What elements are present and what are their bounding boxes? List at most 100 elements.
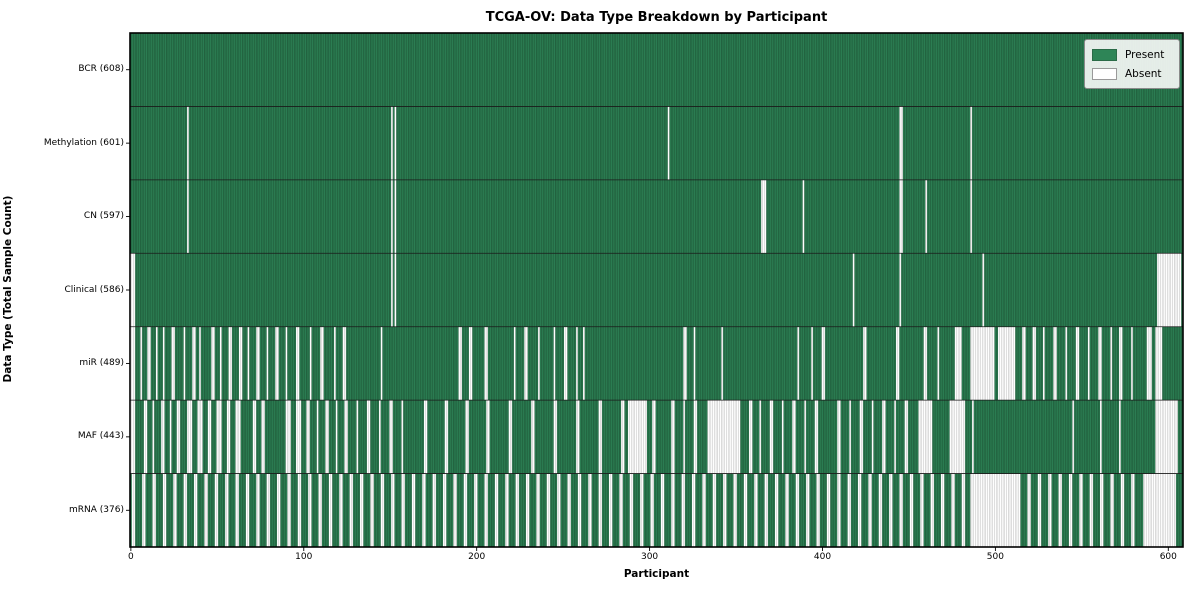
absent-cell-block [671,400,675,474]
row-bars-mir [130,326,1183,401]
absent-cell-block [287,473,291,547]
absent-cell-block [563,326,568,401]
absent-cell-block [391,179,393,254]
absent-cell-block [557,473,561,547]
absent-cell-block [366,400,371,474]
absent-cell-block [660,473,665,547]
absent-cell-block [899,179,903,254]
absent-cell-block [598,400,603,474]
plot-border [129,32,1184,548]
absent-cell-block [781,400,784,474]
absent-cell-block [785,473,789,547]
absent-cell-block [162,473,167,547]
absent-cell-block [937,326,940,401]
absent-cell-block [199,326,201,401]
absent-cell-block [1110,473,1114,547]
absent-cell-block [335,400,338,474]
absent-cell-block [524,326,528,401]
absent-cell-block [804,400,807,474]
absent-cell-block [152,400,155,474]
legend-label: Present [1125,48,1165,61]
absent-cell-block [627,400,647,474]
absent-cell-block [344,400,348,474]
absent-cell-block [142,473,146,547]
legend-swatch-present [1092,48,1117,61]
absent-cell-block [797,326,800,401]
absent-cell-block [1068,473,1073,547]
x-tick-label: 400 [813,552,832,562]
absent-cell-block [169,400,172,474]
absent-cell-block [954,326,962,401]
absent-cell-block [380,326,383,401]
absent-cell-block [1157,253,1182,327]
absent-cell-block [1017,473,1021,547]
absent-cell-block [370,473,374,547]
absent-cell-block [391,253,393,327]
absent-cell-block [577,473,582,547]
absent-cell-block [432,473,437,547]
absent-cell-block [970,106,973,180]
absent-cell-block [1065,326,1068,401]
absent-cell-block [920,473,924,547]
absent-cell-block [235,473,239,547]
absent-cell-block [608,473,613,547]
row-bars-mrna [130,473,1183,547]
absent-cell-block [769,400,774,474]
absent-cell-block [970,179,973,254]
row-bars-clinical [130,253,1183,327]
absent-cell-block [764,473,769,547]
absent-cell-block [754,473,758,547]
absent-cell-block [211,326,215,401]
absent-cell-block [1110,326,1113,401]
absent-cell-block [453,473,457,547]
absent-cell-block [949,400,966,474]
absent-cell-block [1087,326,1090,401]
legend-label: Absent [1125,67,1162,80]
absent-cell-block [235,400,241,474]
x-tick-label: 500 [986,552,1004,562]
row-label-maf: MAF (443) [77,431,124,442]
absent-cell-block [155,326,158,401]
absent-cell-block [143,400,148,474]
absent-cell-block [508,400,513,474]
absent-cell-block [171,326,175,401]
row-label-mir: miR (489) [79,357,124,368]
legend-swatch-absent [1092,67,1117,80]
absent-cell-block [261,400,265,474]
absent-cell-block [970,326,995,401]
absent-cell-block [1100,400,1102,474]
absent-cell-block [909,473,914,547]
absent-cell-block [733,473,737,547]
row-label-mrna: mRNA (376) [69,504,124,515]
absent-cell-block [1131,326,1133,401]
absent-cell-block [161,400,165,474]
absent-cell-block [394,106,397,180]
absent-cell-block [702,473,706,547]
absent-cell-block [380,473,385,547]
row-bars-maf [130,400,1183,474]
absent-cell-block [484,473,488,547]
absent-cell-block [247,326,250,401]
absent-cell-block [389,400,393,474]
absent-cell-block [245,473,250,547]
absent-cell-block [285,400,291,474]
absent-cell-block [1119,400,1121,474]
absent-cell-block [216,400,222,474]
x-tick-label: 300 [640,552,659,562]
absent-cell-block [567,473,571,547]
absent-cell-block [863,326,867,401]
absent-cell-block [486,400,490,474]
row-label-bcr: BCR (608) [78,64,124,75]
absent-cell-block [895,326,900,401]
absent-cell-block [1143,473,1177,547]
absent-cell-block [193,473,198,547]
absent-cell-block [652,400,656,474]
legend-entry-present: Present [1092,45,1171,64]
absent-cell-block [140,326,143,401]
row-bars-bcr [130,33,1183,107]
absent-cell-block [228,326,233,401]
absent-cell-block [619,473,623,547]
absent-cell-block [1079,473,1083,547]
